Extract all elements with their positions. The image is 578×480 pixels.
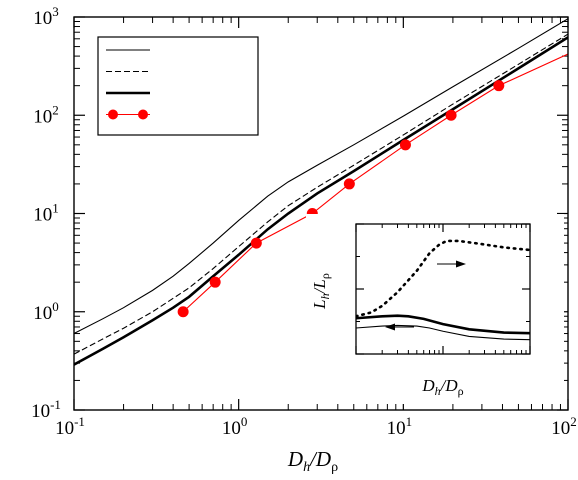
legend-marker [108,109,118,120]
plot-frame [73,16,569,411]
series-zeroth-order [74,18,568,335]
legend [97,36,259,136]
data-point [343,178,355,190]
x-tick-label: 10-1 [55,414,85,439]
y-tick-label: 100 [33,299,59,324]
inset-y-axis-title-left: Lh/Lρ [310,273,332,310]
inset-x-axis-title: Dh/Dρ [421,376,463,398]
inset-plot: Dh/Dρ Lh/Lρ [306,214,564,404]
legend-box [97,36,259,136]
data-point [250,237,262,249]
x-axis-title: Dh/Dρ [287,447,338,475]
data-point [399,139,411,151]
x-tick-label: 100 [222,414,248,439]
series-line [74,18,568,335]
y-tick-label: 101 [33,201,59,226]
legend-marker [138,109,148,120]
inset-series-dotted [356,239,530,318]
data-point [493,80,505,92]
inset-series-thin-solid [356,324,530,341]
inset-arrow-right-head [456,260,466,268]
y-tick-label: 103 [33,4,59,29]
x-tick-label: 101 [387,414,413,439]
y-tick-label: 102 [33,102,59,127]
x-tick-label: 102 [551,414,577,439]
data-point [177,306,189,318]
series-line [74,33,568,355]
series-dynamic-eqn [177,53,568,318]
main-plot: 10-1 100 101 102 10-1 100 101 102 103 Dh/Dρ [31,4,577,475]
inset-arrow-left-head [385,323,395,331]
inset-frame [355,223,531,355]
inset-series-thick-solid [356,314,530,335]
y-tick-label: 10-1 [31,397,61,422]
data-point [445,109,457,121]
inset-background [306,214,564,404]
series-first-order [74,33,568,355]
data-point [209,276,221,288]
